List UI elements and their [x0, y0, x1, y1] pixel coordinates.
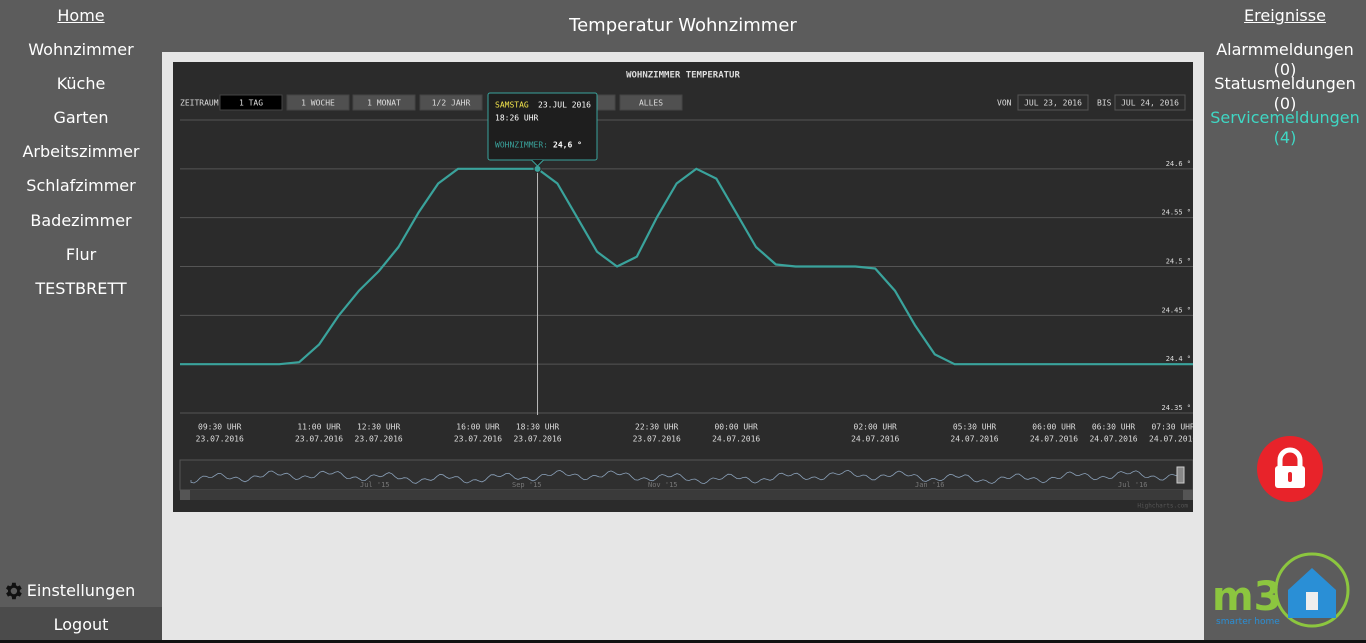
x-tick-label: 11:00 Uhr [297, 423, 341, 432]
navigator [179, 459, 1193, 491]
tooltip-value: 24,6 ° [553, 141, 582, 150]
tooltip-time: 18:26 Uhr [495, 114, 539, 123]
events-title[interactable]: Ereignisse [1244, 6, 1326, 25]
tooltip-day: Samstag [495, 101, 529, 110]
chart-background [173, 62, 1193, 512]
x-tick-date: 23.07.2016 [196, 435, 244, 444]
scrollbar-arrow[interactable] [1183, 490, 1193, 500]
gear-icon[interactable] [2, 580, 24, 602]
x-tick-label: 06:30 Uhr [1092, 423, 1136, 432]
credits: Highcharts.com [1137, 503, 1188, 510]
settings-link[interactable]: Einstellungen [26, 581, 136, 600]
nav-link[interactable]: Küche [56, 74, 106, 93]
date-from-label: von [997, 99, 1012, 108]
x-tick-date: 23.07.2016 [454, 435, 502, 444]
range-button[interactable] [419, 94, 483, 111]
nav-link[interactable]: TESTBRETT [35, 279, 127, 298]
nav-link[interactable]: Home [57, 6, 105, 25]
x-tick-label: 06:00 Uhr [1032, 423, 1076, 432]
range-button-label[interactable]: 1 Monat [367, 99, 401, 108]
logout-bar [0, 607, 162, 640]
y-tick-label: 24.4 ° [1166, 355, 1191, 363]
tooltip-pointer [531, 159, 544, 167]
range-button-label[interactable]: 1 Woche [301, 99, 335, 108]
date-input[interactable] [1017, 94, 1089, 111]
right-sidebar: Ereignisse Alarmmeldungen (0) Statusmeld… [1204, 0, 1366, 640]
chart: Wohnzimmer Temperatur Zeitraum 1 Tag 1 Woc… [173, 62, 1193, 512]
nav-link[interactable]: Arbeitszimmer [22, 142, 140, 161]
x-tick-date: 24.07.2016 [851, 435, 899, 444]
x-tick-date: 23.07.2016 [633, 435, 681, 444]
date-from: Jul 23, 2016 [1024, 99, 1082, 108]
range-label: Zeitraum [180, 99, 219, 108]
nav-link[interactable]: Badezimmer [30, 211, 132, 230]
x-tick-label: 02:00 Uhr [854, 423, 898, 432]
event-link[interactable]: Servicemeldungen (4) [1210, 108, 1360, 147]
range-button[interactable] [219, 94, 283, 111]
navigator-label: Jan '16 [915, 481, 945, 489]
tooltip-date: 23.Jul 2016 [538, 101, 591, 110]
logout-link[interactable]: Logout [53, 615, 109, 634]
chart-title: Wohnzimmer Temperatur [626, 71, 740, 81]
x-tick-label: 22:30 Uhr [635, 423, 679, 432]
logo: m3 smarter home [1212, 552, 1350, 628]
scrollbar-arrow[interactable] [180, 490, 190, 500]
x-tick-label: 12:30 Uhr [357, 423, 401, 432]
x-tick-label: 09:30 Uhr [198, 423, 242, 432]
range-button[interactable] [286, 94, 350, 111]
nav-link[interactable]: Garten [53, 108, 109, 127]
x-tick-date: 24.07.2016 [1149, 435, 1193, 444]
range-button-label[interactable]: 1 Tag [239, 99, 263, 108]
page-title: Temperatur Wohnzimmer [569, 15, 797, 36]
x-tick-date: 24.07.2016 [712, 435, 760, 444]
navigator-label: Sep '15 [512, 481, 542, 489]
left-sidebar: Home Wohnzimmer Küche Garten Arbeitszimm… [0, 0, 162, 640]
lock-button[interactable] [1256, 435, 1326, 505]
range-button[interactable] [619, 94, 683, 111]
y-tick-label: 24.45 ° [1161, 306, 1191, 314]
nav-link[interactable]: Flur [65, 245, 97, 264]
nav-link[interactable]: Schlafzimmer [26, 176, 136, 195]
scrollbar [180, 490, 1193, 500]
navigator-label: Nov '15 [648, 481, 678, 489]
x-tick-date: 23.07.2016 [355, 435, 403, 444]
x-tick-date: 23.07.2016 [513, 435, 561, 444]
bottom-strip [0, 640, 1366, 643]
x-tick-date: 24.07.2016 [1089, 435, 1137, 444]
navigator-label: Jul '16 [1118, 481, 1148, 489]
x-tick-label: 18:30 Uhr [516, 423, 560, 432]
y-tick-label: 24.6 ° [1166, 160, 1191, 168]
y-tick-label: 24.5 ° [1166, 258, 1191, 266]
x-tick-label: 00:00 Uhr [714, 423, 758, 432]
date-to-label: bis [1097, 99, 1112, 108]
event-link[interactable]: Statusmeldungen (0) [1214, 74, 1356, 113]
x-tick-label: 05:30 Uhr [953, 423, 997, 432]
event-link[interactable]: Alarmmeldungen (0) [1216, 40, 1354, 79]
nav-link[interactable]: Wohnzimmer [28, 40, 134, 59]
navigator-label: Jul '15 [360, 481, 390, 489]
x-tick-label: 07:30 Uhr [1151, 423, 1193, 432]
x-tick-date: 23.07.2016 [295, 435, 343, 444]
x-tick-date: 24.07.2016 [950, 435, 998, 444]
range-button-label[interactable]: Alles [639, 99, 663, 108]
x-tick-label: 16:00 Uhr [456, 423, 500, 432]
navigator-line [190, 469, 1179, 485]
logo-tagline: smarter home [1216, 617, 1280, 627]
range-button[interactable] [352, 94, 416, 111]
navigator-handle[interactable] [1176, 466, 1185, 484]
logo-mark: m3 [1212, 574, 1282, 620]
date-to: Jul 24, 2016 [1121, 99, 1179, 108]
date-input[interactable] [1114, 94, 1186, 111]
y-tick-label: 24.55 ° [1161, 209, 1191, 217]
y-tick-label: 24.35 ° [1161, 404, 1191, 412]
tooltip-series: Wohnzimmer: [495, 141, 548, 150]
x-tick-date: 24.07.2016 [1030, 435, 1078, 444]
range-button-label[interactable]: 1/2 Jahr [432, 99, 471, 108]
series-line [180, 167, 1193, 366]
